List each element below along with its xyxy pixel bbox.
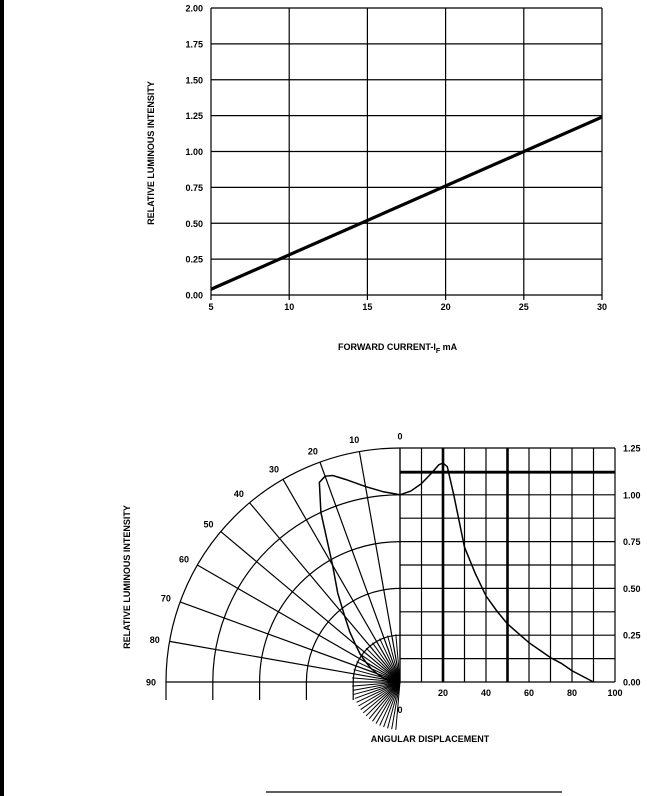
chart2-y-tick-label: 1.00 xyxy=(623,490,641,500)
chart2-rect-grid xyxy=(399,447,616,683)
chart2-polar-short-spoke xyxy=(354,681,401,699)
chart2-y-tick-label: 0.50 xyxy=(623,584,641,594)
chart2-polar-arc xyxy=(259,541,401,700)
chart2-polar-short-spoke xyxy=(379,681,401,726)
chart2-polar-short-spoke xyxy=(360,654,401,683)
chart2-polar-short-spoke xyxy=(383,681,401,728)
chart1-y-tick-label: 0.00 xyxy=(185,291,203,301)
chart1-x-tick-label: 20 xyxy=(441,302,451,312)
chart1-x-tick-label: 25 xyxy=(519,302,529,312)
chart1-x-tick-label: 5 xyxy=(208,302,213,312)
chart1-series-line xyxy=(210,115,603,291)
chart1-grid xyxy=(210,7,603,300)
chart1-y-tick-label: 0.25 xyxy=(185,255,203,265)
chart2-ylabel: RELATIVE LUMINOUS INTENSITY xyxy=(122,505,132,649)
chart2-polar-arc xyxy=(165,447,401,700)
chart2-polar-short-spoke xyxy=(365,681,401,717)
chart1-y-tick-label: 1.50 xyxy=(185,75,203,85)
chart2-polar-short-spoke xyxy=(391,681,401,730)
chart2-polar-short-spoke xyxy=(353,669,401,683)
chart2-series xyxy=(318,462,594,683)
chart2-x-tick-label: 80 xyxy=(567,688,577,698)
chart2-polar-grid xyxy=(165,447,401,730)
chart2-y-tick-label: 0.75 xyxy=(623,537,641,547)
chart2-angle-label: 20 xyxy=(308,446,318,456)
chart2-y-tick-label: 1.25 xyxy=(623,444,641,454)
chart2-polar-short-spoke xyxy=(362,681,401,714)
chart2-angle-label: 70 xyxy=(161,593,171,603)
chart2-polar-short-spoke xyxy=(352,681,401,691)
chart2-x-tick-label: 20 xyxy=(438,688,448,698)
chart2-polar-short-spoke xyxy=(356,661,401,683)
chart1-y-tick-label: 0.50 xyxy=(185,219,203,229)
chart2-polar-short-spoke xyxy=(368,681,401,720)
chart2-polar-spoke xyxy=(179,601,401,683)
chart2-angle-label: 10 xyxy=(349,435,359,445)
chart1-ylabel: RELATIVE LUMINOUS INTENSITY xyxy=(146,81,156,225)
chart2-polar-short-spoke xyxy=(372,642,401,683)
chart2-angle-label: 60 xyxy=(179,555,189,565)
chart2-polar-short-spoke xyxy=(375,681,401,724)
chart2-rect-curve xyxy=(399,462,594,683)
chart2-polar-short-spoke xyxy=(360,681,401,710)
chart2-x-tick-label: 100 xyxy=(607,688,622,698)
chart1-y-tick-label: 2.00 xyxy=(185,4,203,14)
chart2-y-tick-label: 0.00 xyxy=(623,678,641,688)
chart2-angle-label: 40 xyxy=(234,489,244,499)
chart1-x-tick-label: 30 xyxy=(597,302,607,312)
chart2-y-tick-label: 0.25 xyxy=(623,631,641,641)
chart1-y-tick-label: 1.00 xyxy=(185,147,203,157)
chart2-polar-short-spoke xyxy=(387,681,401,729)
chart2-x-tick-label: 40 xyxy=(481,688,491,698)
chart2-angle-label: 0 xyxy=(397,432,402,442)
chart2-polar-short-spoke xyxy=(352,681,401,687)
chart2-angle-label: 30 xyxy=(269,464,279,474)
chart1-series xyxy=(210,115,603,291)
chart2-polar-arc xyxy=(212,494,401,700)
chart1-x-tick-label: 15 xyxy=(362,302,372,312)
chart2-polar-spoke xyxy=(249,502,401,683)
chart2-bottom-zero-label: 0 xyxy=(397,705,402,715)
chart2-polar-short-spoke xyxy=(379,638,401,683)
chart2-polar-arc xyxy=(305,587,401,700)
chart2-angle-label: 50 xyxy=(204,519,214,529)
chart1-y-tick-label: 1.75 xyxy=(185,39,203,49)
chart2-polar-spoke xyxy=(282,479,401,683)
chart2-x-tick-label: 60 xyxy=(524,688,534,698)
chart2-polar-spoke xyxy=(319,461,401,683)
chart1-tick-labels: 5 10 15 20 25 30 0.00 0.25 0.50 0.75 1.00 1.25 1.50 1… xyxy=(185,4,607,313)
left-edge-bar xyxy=(0,0,4,796)
chart2-polar-spoke xyxy=(169,640,401,683)
luminous-vs-current-chart: 5 10 15 20 25 30 0.00 0.25 0.50 0.75 1.00 1.25 1.50 1… xyxy=(146,4,607,356)
chart1-x-tick-label: 10 xyxy=(284,302,294,312)
chart2-polar-curve xyxy=(318,474,401,683)
chart2-angle-label: 80 xyxy=(150,635,160,645)
chart2-polar-short-spoke xyxy=(387,635,401,683)
chart2-polar-short-spoke xyxy=(358,681,401,707)
chart1-y-tick-label: 1.25 xyxy=(185,111,203,121)
chart1-xlabel: FORWARD CURRENT-IF mA xyxy=(338,342,458,355)
chart2-polar-short-spoke xyxy=(395,681,401,730)
chart1-y-tick-label: 0.75 xyxy=(185,183,203,193)
chart2-polar-short-spoke xyxy=(353,681,401,695)
chart2-polar-short-spoke xyxy=(365,647,401,683)
chart2-xlabel: ANGULAR DISPLACEMENT xyxy=(371,734,490,744)
chart2-polar-short-spoke xyxy=(372,681,401,722)
chart2-polar-short-spoke xyxy=(356,681,401,703)
chart2-polar-spoke xyxy=(220,531,401,683)
chart2-polar-spoke xyxy=(358,451,401,683)
chart2-polar-short-spoke xyxy=(395,634,401,683)
chart2-angle-label: 90 xyxy=(146,678,156,688)
